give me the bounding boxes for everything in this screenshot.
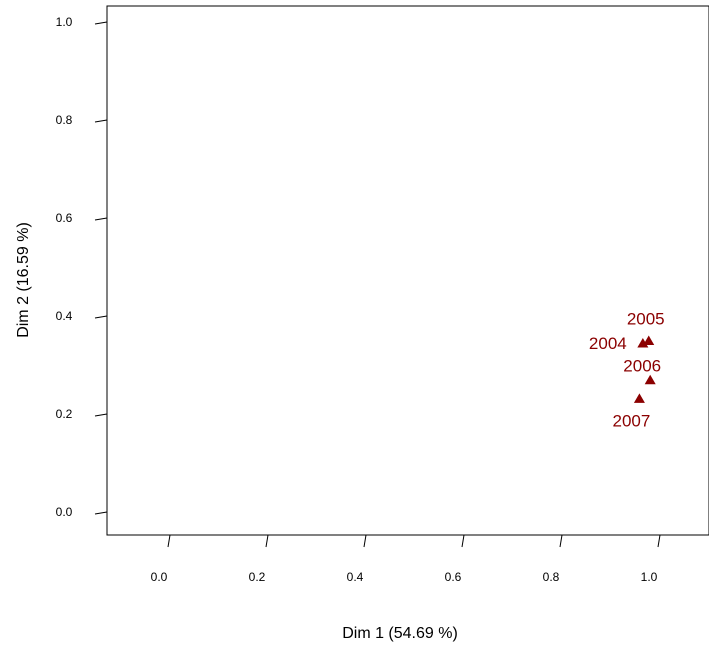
- y-tick-label: 0.4: [56, 309, 73, 323]
- y-tick-mark: [94, 413, 108, 417]
- point-marker-2004: [637, 337, 649, 348]
- point-marker-2006: [644, 374, 656, 385]
- point-marker-2005: [643, 335, 655, 345]
- x-tick-label: 1.0: [641, 570, 658, 584]
- x-tick-mark: [461, 534, 465, 548]
- y-tick-label: 0.6: [56, 211, 73, 225]
- y-tick-mark: [94, 217, 108, 221]
- plot-frame: [106, 5, 709, 536]
- x-tick-mark: [265, 534, 269, 548]
- y-tick-label: 0.0: [56, 505, 73, 519]
- y-tick-mark: [94, 21, 108, 25]
- y-tick-label: 0.2: [56, 407, 73, 421]
- x-axis-title: Dim 1 (54.69 %): [342, 625, 458, 642]
- x-tick-label: 0.4: [347, 570, 364, 584]
- point-label-2005: 2005: [627, 310, 665, 329]
- x-tick-label: 0.6: [445, 570, 462, 584]
- x-tick-mark: [559, 534, 563, 548]
- x-tick-mark: [167, 534, 171, 548]
- x-tick-mark: [657, 534, 661, 548]
- x-axis-ticks: 0.0 0.2 0.4 0.6 0.8 1.0: [151, 534, 661, 584]
- x-tick-mark: [363, 534, 367, 548]
- y-axis-title: Dim 2 (16.59 %): [15, 222, 32, 338]
- y-axis-ticks: 0.0 0.2 0.4 0.6 0.8 1.0: [56, 15, 108, 519]
- y-tick-mark: [94, 511, 108, 515]
- y-tick-mark: [94, 315, 108, 319]
- y-tick-mark: [94, 119, 108, 123]
- point-label-2004: 2004: [589, 334, 627, 353]
- y-tick-label: 1.0: [56, 15, 73, 29]
- point-label-2006: 2006: [623, 357, 661, 376]
- x-tick-label: 0.2: [249, 570, 266, 584]
- x-tick-label: 0.8: [543, 570, 560, 584]
- point-label-2007: 2007: [613, 411, 651, 430]
- y-tick-label: 0.8: [56, 113, 73, 127]
- x-tick-label: 0.0: [151, 570, 168, 584]
- point-marker-2007: [633, 393, 645, 403]
